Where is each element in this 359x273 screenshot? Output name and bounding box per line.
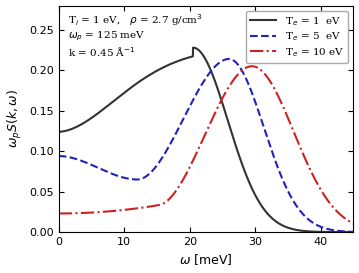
Text: T$_i$ = 1 eV,   $\rho$ = 2.7 g/cm$^3$
$\omega_p$ = 125 meV
k = 0.45 Å$^{-1}$: T$_i$ = 1 eV, $\rho$ = 2.7 g/cm$^3$ $\om… <box>67 12 202 60</box>
Y-axis label: $\omega_p S(k,\omega)$: $\omega_p S(k,\omega)$ <box>5 89 24 149</box>
X-axis label: $\omega$ [meV]: $\omega$ [meV] <box>179 253 233 268</box>
Legend: T$_e$ = 1  eV, T$_e$ = 5  eV, T$_e$ = 10 eV: T$_e$ = 1 eV, T$_e$ = 5 eV, T$_e$ = 10 e… <box>246 11 348 63</box>
